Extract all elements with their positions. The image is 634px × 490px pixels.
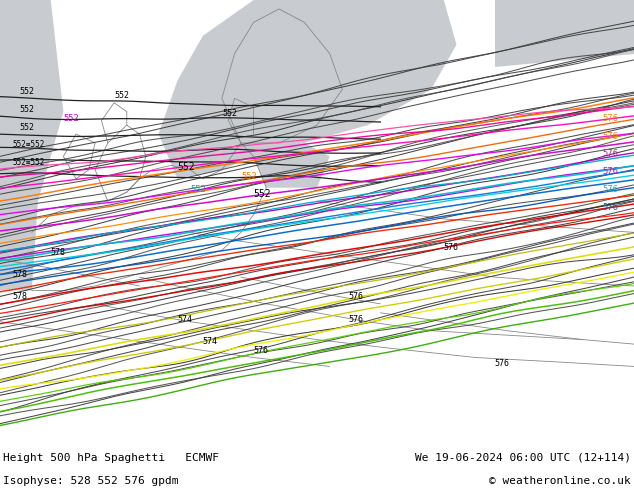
Polygon shape [495, 0, 634, 67]
Text: We 19-06-2024 06:00 UTC (12+114): We 19-06-2024 06:00 UTC (12+114) [415, 453, 631, 463]
Text: 576: 576 [602, 203, 618, 212]
Text: 576: 576 [495, 360, 510, 368]
Text: 576: 576 [444, 243, 459, 252]
Text: Height 500 hPa Spaghetti   ECMWF: Height 500 hPa Spaghetti ECMWF [3, 453, 219, 463]
Text: 578: 578 [51, 248, 66, 257]
Text: 552: 552 [178, 162, 195, 172]
Text: 576: 576 [602, 114, 618, 122]
Text: 552: 552 [63, 114, 79, 122]
Text: 576: 576 [349, 293, 364, 301]
Text: 552: 552 [254, 189, 271, 198]
Text: 576: 576 [602, 167, 618, 176]
Text: 552: 552 [241, 172, 257, 181]
Text: 552: 552 [19, 122, 34, 132]
Text: 576: 576 [602, 131, 618, 141]
Text: 576: 576 [349, 315, 364, 324]
Text: 552: 552 [114, 91, 129, 100]
Text: Isophyse: 528 552 576 gpdm: Isophyse: 528 552 576 gpdm [3, 476, 179, 487]
Text: 552: 552 [19, 87, 34, 96]
Polygon shape [254, 143, 330, 188]
Polygon shape [0, 0, 63, 291]
Text: 552≡552: 552≡552 [13, 158, 45, 168]
Text: © weatheronline.co.uk: © weatheronline.co.uk [489, 476, 631, 487]
Text: 578: 578 [13, 270, 28, 279]
Text: 576: 576 [254, 346, 269, 355]
Text: 576: 576 [602, 185, 618, 194]
Text: 574: 574 [178, 315, 193, 324]
Text: 552≡552: 552≡552 [13, 141, 45, 149]
Text: 578: 578 [13, 293, 28, 301]
Text: 574: 574 [203, 337, 218, 346]
Text: 552: 552 [222, 109, 237, 118]
Text: 576: 576 [602, 149, 618, 158]
Text: 552: 552 [190, 185, 206, 194]
Polygon shape [158, 0, 456, 179]
Text: 552: 552 [19, 105, 34, 114]
